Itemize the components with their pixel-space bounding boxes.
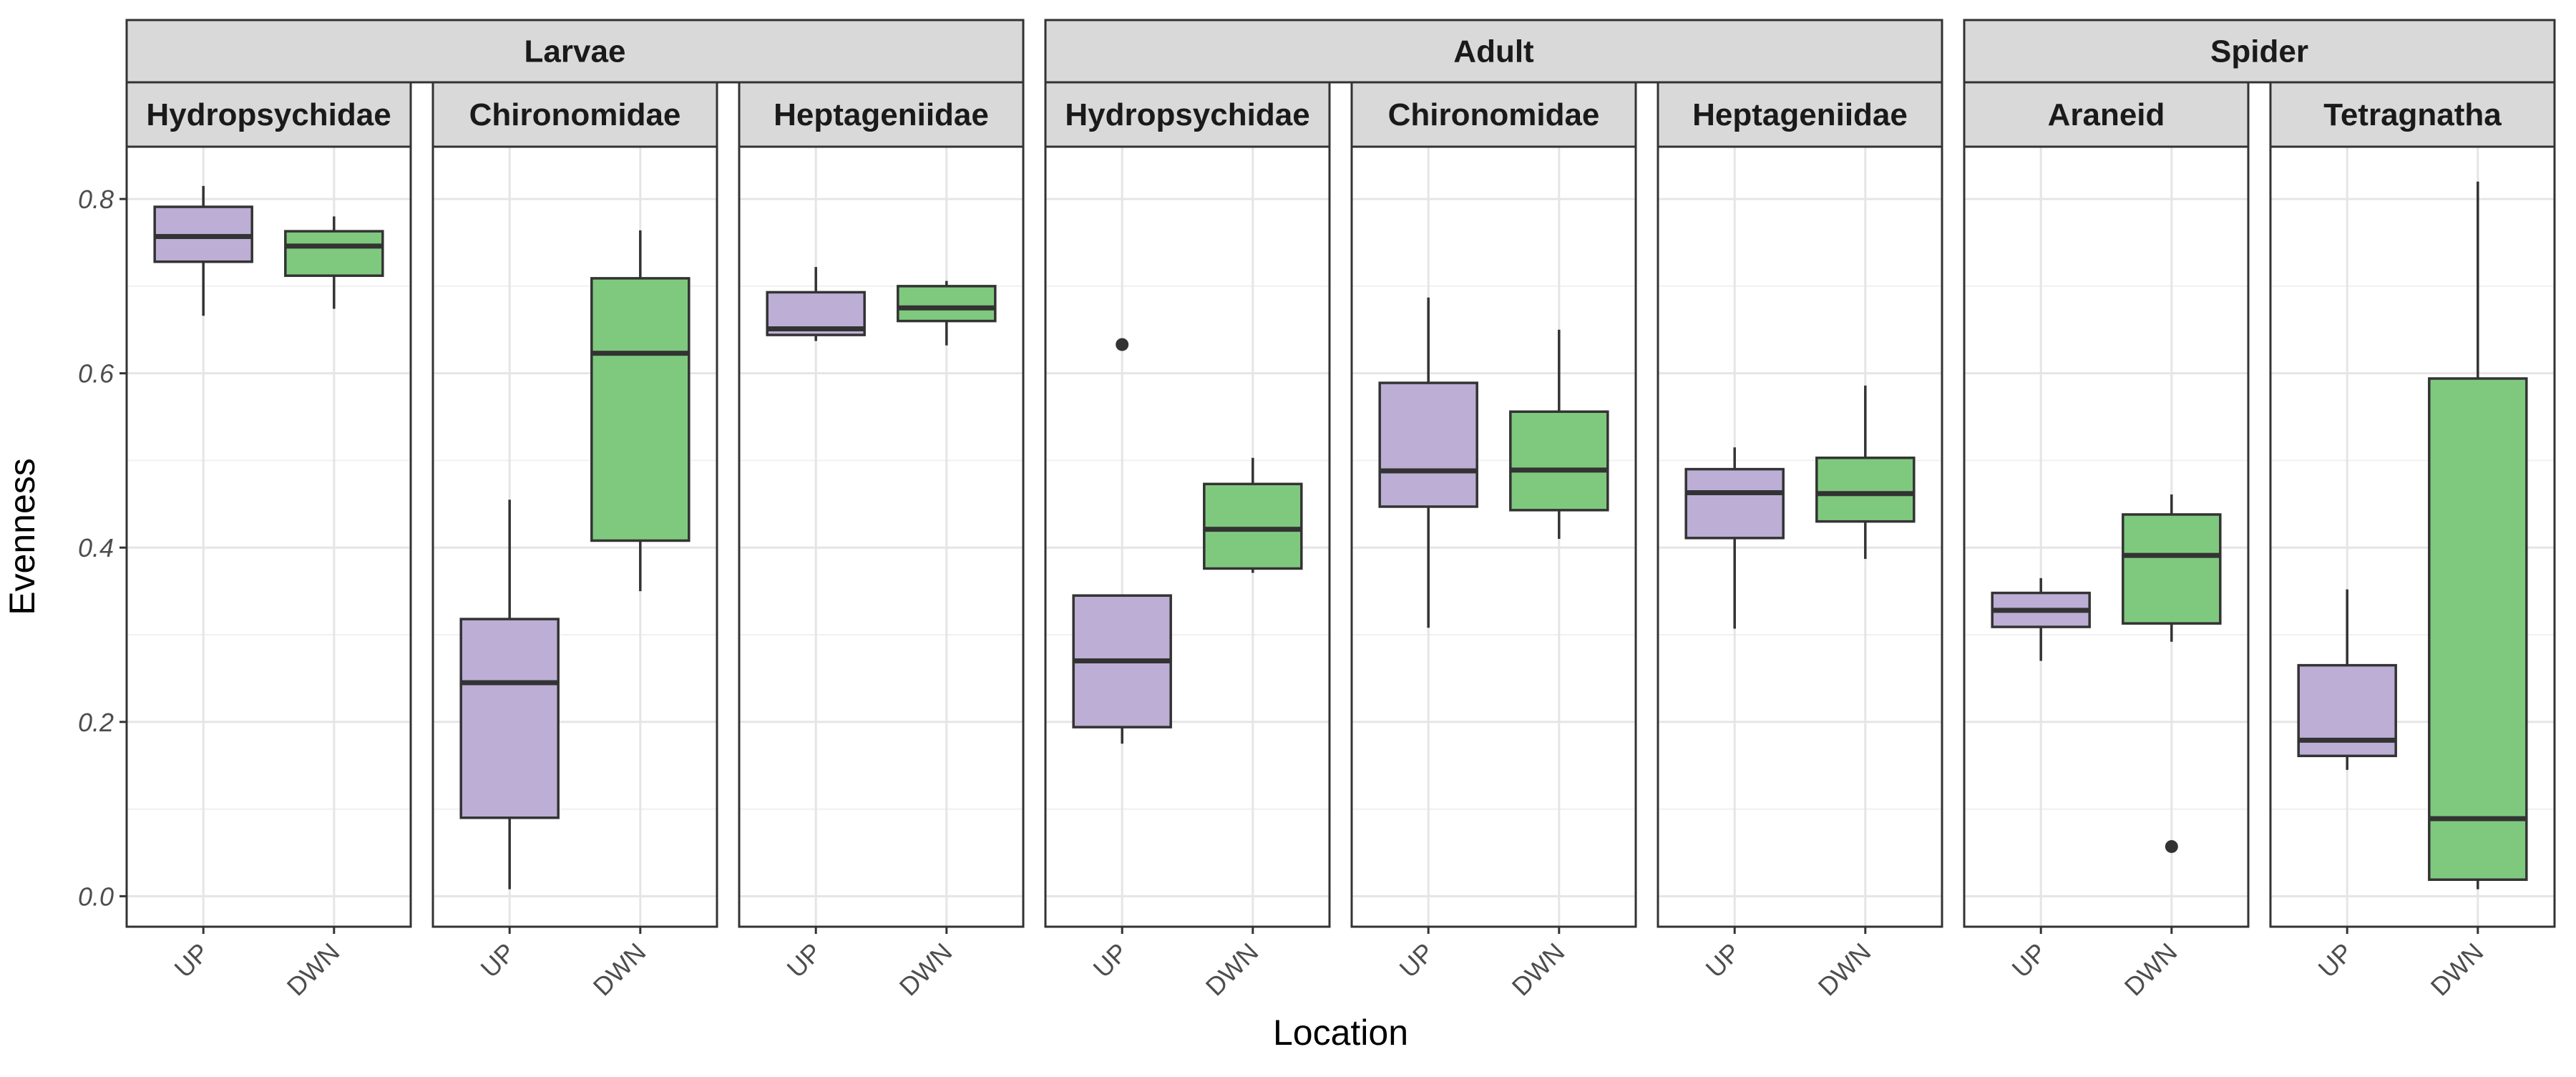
- panel-border-spider-tetragnatha: [2269, 145, 2556, 928]
- panel-border-adult-heptageniidae: [1657, 145, 1943, 928]
- box-larvae-chironomidae-up: [459, 618, 560, 819]
- outlier-point-adult-hydropsychidae-up: [1116, 338, 1129, 351]
- group-strip-adult: [1044, 19, 1943, 84]
- box-adult-chironomidae-up: [1378, 381, 1478, 508]
- box-spider-araneid-dwn: [2122, 513, 2222, 625]
- x-tick-label-dwn: DWN: [894, 937, 958, 1002]
- x-axis-title: Location: [1273, 1013, 1408, 1053]
- x-tick-label-up: UP: [1087, 937, 1133, 983]
- panel-border-spider-araneid: [1963, 145, 2250, 928]
- box-spider-tetragnatha-dwn: [2428, 377, 2528, 881]
- box-larvae-hydropsychidae-dwn: [284, 230, 384, 277]
- x-tick-label-dwn: DWN: [281, 937, 346, 1002]
- box-adult-heptageniidae-dwn: [1815, 457, 1916, 523]
- panel-strip-label: Heptageniidae: [1692, 97, 1908, 132]
- x-tick-label-up: UP: [1699, 937, 1745, 983]
- panel-border-larvae-hydropsychidae: [125, 145, 412, 928]
- box-adult-hydropsychidae-dwn: [1203, 482, 1303, 570]
- y-axis-title: Evenness: [2, 458, 42, 615]
- x-tick-label-dwn: DWN: [1813, 937, 1877, 1002]
- panel-strip-label: Chironomidae: [469, 97, 681, 132]
- box-larvae-chironomidae-dwn: [590, 277, 691, 542]
- box-adult-chironomidae-dwn: [1509, 410, 1609, 512]
- box-adult-heptageniidae-up: [1684, 467, 1785, 540]
- box-larvae-heptageniidae-dwn: [897, 285, 997, 323]
- x-tick-label-up: UP: [2006, 937, 2051, 983]
- y-tick-label: 0.4: [78, 533, 114, 562]
- panel-border-larvae-heptageniidae: [738, 145, 1025, 928]
- panel-strip-label: Hydropsychidae: [1065, 97, 1309, 132]
- x-tick-label-up: UP: [168, 937, 214, 983]
- y-tick-label: 0.6: [78, 359, 114, 389]
- panel-strip-label: Heptageniidae: [774, 97, 989, 132]
- x-tick-label-dwn: DWN: [587, 937, 652, 1002]
- panel-background-larvae-heptageniidae: [739, 147, 1023, 927]
- panel-strip-label: Tetragnatha: [2323, 97, 2502, 132]
- y-tick-label: 0.2: [78, 708, 114, 737]
- panel-strip-label: Chironomidae: [1388, 97, 1600, 132]
- group-strip-label: Larvae: [525, 34, 626, 69]
- group-strip-label: Adult: [1453, 34, 1534, 69]
- panel-border-adult-chironomidae: [1350, 145, 1637, 928]
- panel-strip-larvae-hydropsychidae: [125, 81, 412, 148]
- panel-border-larvae-chironomidae: [431, 145, 718, 928]
- group-strip-label: Spider: [2210, 34, 2308, 69]
- x-tick-label-dwn: DWN: [2425, 937, 2489, 1002]
- y-tick-label: 0.8: [78, 185, 114, 214]
- x-tick-label-dwn: DWN: [2119, 937, 2183, 1002]
- panel-strip-label: Araneid: [2048, 97, 2165, 132]
- panel-background-adult-chironomidae: [1352, 147, 1636, 927]
- x-tick-label-dwn: DWN: [1200, 937, 1264, 1002]
- x-tick-label-up: UP: [2312, 937, 2358, 983]
- panel-strip-adult-chironomidae: [1350, 81, 1637, 148]
- group-strip-larvae: [125, 19, 1025, 84]
- panel-strip-larvae-chironomidae: [431, 81, 718, 148]
- panel-strip-label: Hydropsychidae: [146, 97, 391, 132]
- x-tick-label-up: UP: [1393, 937, 1439, 983]
- panel-border-adult-hydropsychidae: [1044, 145, 1331, 928]
- x-tick-label-up: UP: [781, 937, 826, 983]
- outlier-point-spider-araneid-dwn: [2165, 839, 2178, 853]
- y-tick-label: 0.0: [78, 882, 114, 911]
- x-tick-label-dwn: DWN: [1506, 937, 1571, 1002]
- group-strip-spider: [1963, 19, 2556, 84]
- panel-strip-adult-heptageniidae: [1657, 81, 1943, 148]
- x-tick-label-up: UP: [474, 937, 520, 983]
